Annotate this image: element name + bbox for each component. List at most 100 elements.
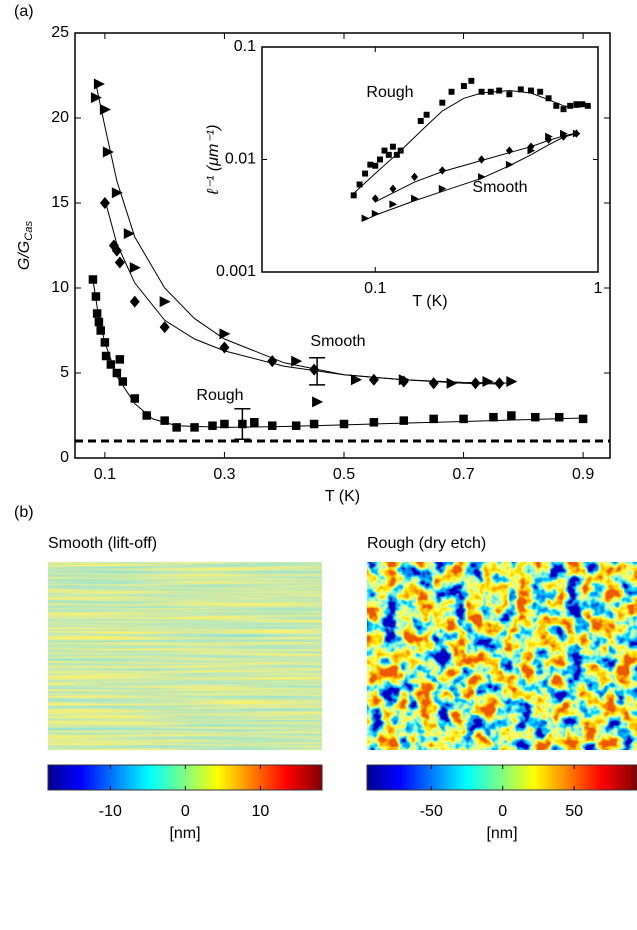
- data-point: [560, 132, 568, 141]
- x-axis-label: T (K): [325, 488, 360, 505]
- x-tick-label: 0.7: [452, 466, 474, 483]
- data-point: [88, 275, 98, 284]
- data-point: [423, 111, 430, 118]
- colorbar-tick-label: -10: [99, 803, 122, 820]
- data-point: [487, 88, 494, 95]
- data-point: [531, 412, 540, 422]
- data-point: [291, 355, 303, 367]
- data-point: [106, 360, 116, 369]
- data-point: [372, 162, 379, 169]
- data-point: [377, 156, 383, 163]
- data-point: [101, 351, 111, 361]
- data-point: [459, 414, 468, 424]
- data-point: [448, 88, 455, 95]
- data-point: [99, 197, 110, 209]
- data-point: [517, 86, 524, 93]
- data-point: [111, 187, 123, 199]
- data-point: [362, 170, 369, 177]
- data-point: [159, 321, 170, 334]
- data-point: [96, 326, 105, 335]
- axes-box: [74, 32, 611, 459]
- y-label-main: G/G: [16, 241, 33, 270]
- data-point: [545, 132, 553, 141]
- data-point: [339, 419, 349, 429]
- data-point: [506, 376, 518, 387]
- data-point: [371, 194, 379, 203]
- data-point: [489, 412, 498, 422]
- annotation: Smooth: [472, 179, 527, 196]
- data-point: [90, 92, 102, 104]
- data-point: [545, 95, 552, 102]
- y-axis-label: ℓ⁻¹ (μm⁻¹): [205, 125, 222, 196]
- data-point: [417, 118, 424, 124]
- x-axis-label: T (K): [412, 293, 447, 310]
- data-point: [208, 421, 217, 430]
- data-point: [142, 411, 151, 420]
- data-point: [94, 317, 104, 327]
- data-point: [505, 146, 513, 155]
- data-point: [478, 88, 485, 95]
- data-point: [505, 160, 514, 169]
- data-point: [118, 377, 128, 386]
- x-tick-label: 0.5: [333, 466, 355, 483]
- data-point: [446, 377, 458, 389]
- data-point: [312, 396, 324, 408]
- data-point: [356, 181, 363, 188]
- data-point: [478, 155, 486, 164]
- data-point: [527, 87, 534, 94]
- data-point: [350, 374, 362, 386]
- data-point: [129, 262, 141, 274]
- plot-area: [262, 47, 598, 272]
- data-point: [369, 418, 379, 427]
- data-point: [100, 338, 110, 347]
- x-tick-label: 0.1: [364, 280, 386, 297]
- data-point: [438, 184, 447, 193]
- data-point: [470, 377, 481, 390]
- data-point: [350, 192, 357, 199]
- annotation: Rough: [196, 387, 243, 404]
- y-tick-label: 0: [60, 449, 69, 466]
- data-point: [91, 292, 101, 301]
- afm-image-smooth: [47, 561, 323, 751]
- data-point: [219, 341, 230, 354]
- y-tick-label: 0.001: [216, 263, 256, 280]
- colorbar-label: [nm]: [486, 825, 517, 842]
- data-point: [411, 194, 419, 203]
- data-point: [389, 200, 398, 209]
- data-point: [129, 295, 140, 308]
- error-bar: [234, 407, 251, 441]
- annotation: Rough: [366, 84, 413, 101]
- data-point: [506, 91, 513, 98]
- data-point: [219, 328, 231, 340]
- data-point: [111, 244, 122, 257]
- data-point: [482, 376, 494, 387]
- data-point: [527, 146, 536, 155]
- y-tick-label: 20: [51, 109, 69, 126]
- data-point: [537, 88, 544, 95]
- colorbar: [366, 764, 637, 791]
- data-point: [567, 102, 574, 109]
- data-point: [578, 414, 588, 424]
- x-tick-label: 0.1: [94, 466, 116, 483]
- x-tick-label: 0.3: [213, 466, 235, 483]
- data-point: [560, 106, 567, 113]
- y-tick-label: 10: [51, 279, 69, 296]
- error-bar: [309, 356, 326, 386]
- data-point: [114, 256, 125, 269]
- data-point: [160, 416, 169, 425]
- data-point: [460, 83, 467, 89]
- data-point: [468, 77, 475, 84]
- annotation: Smooth: [310, 333, 365, 350]
- afm-image-rough: [367, 562, 637, 750]
- colorbar-tick-label: 10: [252, 803, 270, 820]
- data-point: [368, 373, 379, 386]
- y-tick-label: 15: [51, 194, 69, 211]
- data-point: [389, 143, 396, 150]
- data-point: [572, 129, 581, 138]
- x-tick-label: 1: [594, 280, 603, 297]
- data-point: [159, 296, 171, 308]
- data-point: [115, 355, 125, 364]
- x-tick-label: 0.9: [572, 466, 594, 483]
- data-point: [268, 421, 277, 430]
